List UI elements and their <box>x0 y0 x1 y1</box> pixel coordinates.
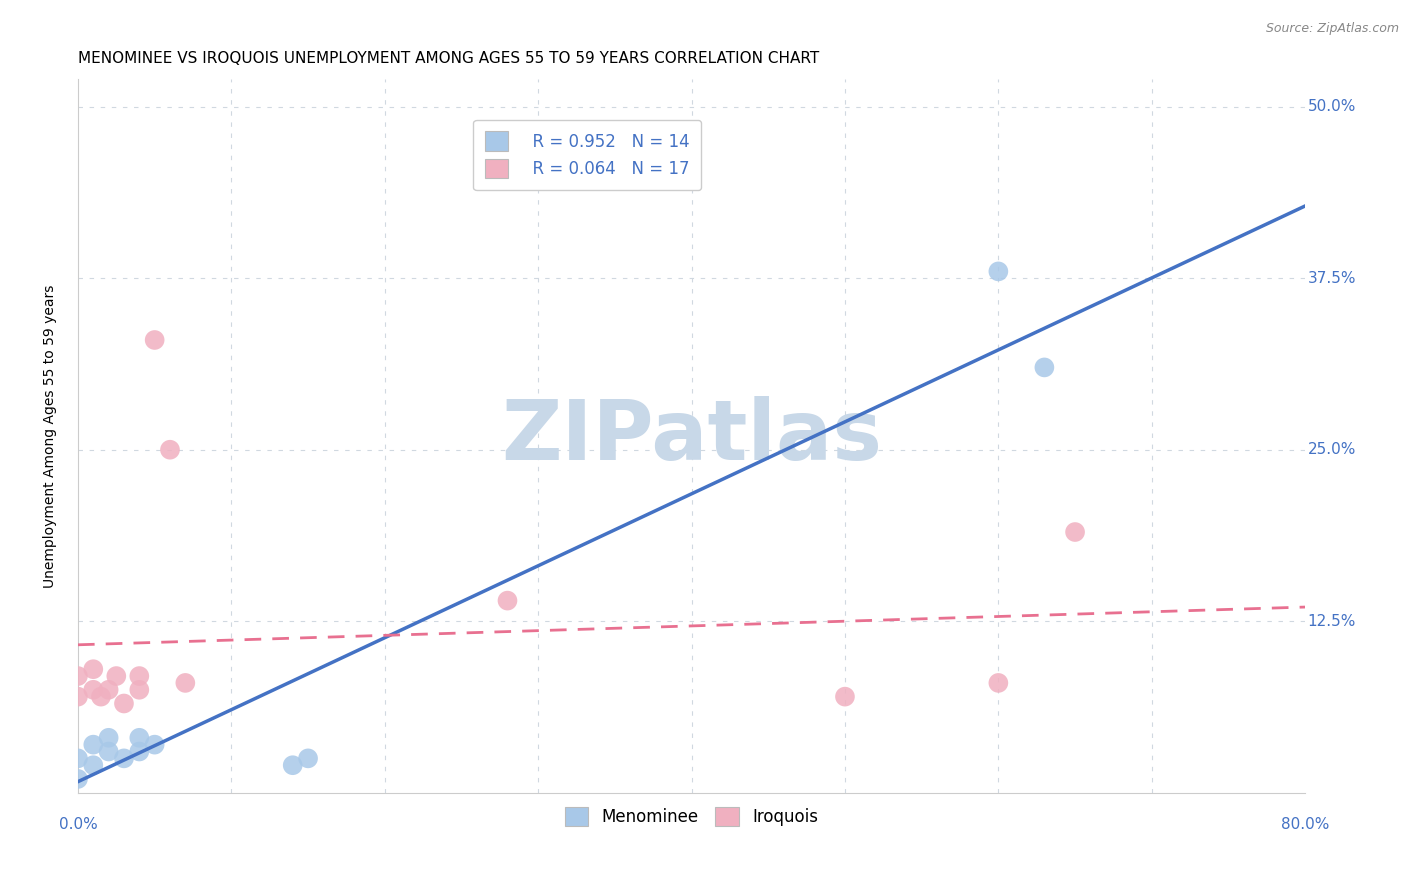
Legend: Menominee, Iroquois: Menominee, Iroquois <box>557 798 827 834</box>
Point <box>174 676 197 690</box>
Point <box>66 690 89 704</box>
Text: Source: ZipAtlas.com: Source: ZipAtlas.com <box>1265 22 1399 36</box>
Point <box>82 682 104 697</box>
Text: 80.0%: 80.0% <box>1281 817 1329 832</box>
Point <box>1064 524 1087 539</box>
Point <box>105 669 128 683</box>
Point <box>82 662 104 676</box>
Point <box>1033 360 1056 375</box>
Text: 37.5%: 37.5% <box>1308 271 1357 285</box>
Text: 50.0%: 50.0% <box>1308 99 1355 114</box>
Y-axis label: Unemployment Among Ages 55 to 59 years: Unemployment Among Ages 55 to 59 years <box>44 285 58 588</box>
Text: ZIPatlas: ZIPatlas <box>501 395 882 476</box>
Point <box>97 731 120 745</box>
Point <box>128 744 150 758</box>
Point <box>159 442 181 457</box>
Point <box>834 690 856 704</box>
Point <box>112 751 135 765</box>
Point <box>143 333 166 347</box>
Point <box>297 751 319 765</box>
Text: 25.0%: 25.0% <box>1308 442 1355 458</box>
Point <box>97 682 120 697</box>
Point <box>90 690 112 704</box>
Point <box>128 731 150 745</box>
Point <box>66 751 89 765</box>
Point <box>496 593 519 607</box>
Point <box>66 772 89 786</box>
Point <box>987 264 1010 278</box>
Point <box>82 738 104 752</box>
Text: 0.0%: 0.0% <box>59 817 97 832</box>
Point <box>128 682 150 697</box>
Point <box>66 669 89 683</box>
Point <box>97 744 120 758</box>
Point <box>281 758 304 772</box>
Text: MENOMINEE VS IROQUOIS UNEMPLOYMENT AMONG AGES 55 TO 59 YEARS CORRELATION CHART: MENOMINEE VS IROQUOIS UNEMPLOYMENT AMONG… <box>77 51 820 66</box>
Point <box>112 697 135 711</box>
Point <box>143 738 166 752</box>
Point <box>128 669 150 683</box>
Point <box>987 676 1010 690</box>
Text: 12.5%: 12.5% <box>1308 614 1355 629</box>
Point <box>82 758 104 772</box>
